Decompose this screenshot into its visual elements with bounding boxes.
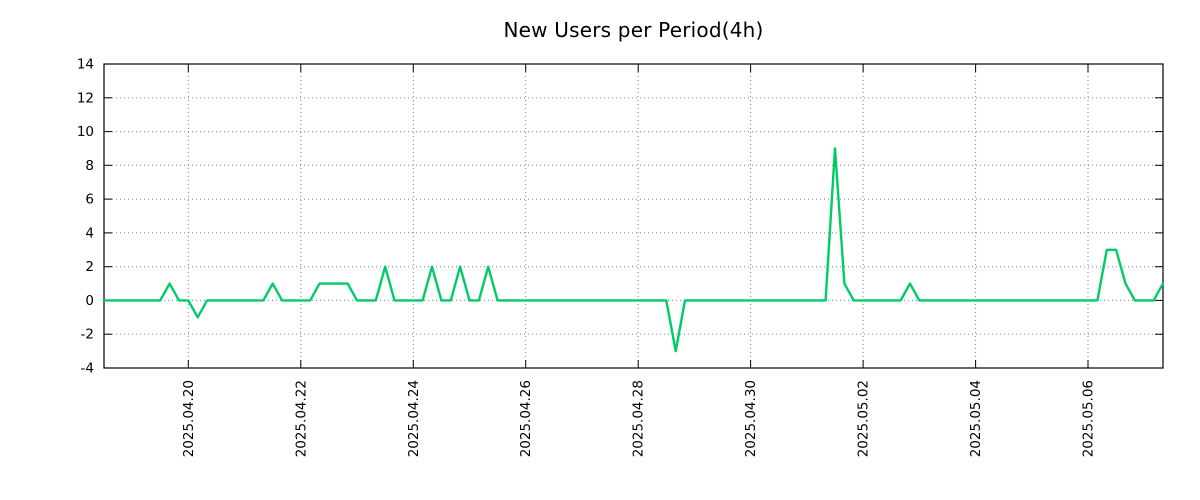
x-tick-label: 2025.04.28: [631, 380, 647, 457]
x-tick-label: 2025.04.20: [181, 380, 197, 457]
x-tick-label: 2025.05.06: [1081, 380, 1097, 457]
y-tick-label: 6: [85, 192, 94, 208]
y-tick-label: 2: [85, 259, 94, 275]
y-tick-label: 4: [85, 225, 94, 241]
x-tick-label: 2025.04.24: [406, 380, 422, 457]
x-tick-label: 2025.05.02: [856, 380, 872, 457]
chart-title: New Users per Period(4h): [503, 18, 764, 42]
y-tick-label: -4: [81, 361, 94, 377]
x-tick-label: 2025.04.26: [518, 380, 534, 457]
x-tick-label: 2025.04.30: [743, 380, 759, 457]
x-tick-label: 2025.05.04: [968, 380, 984, 457]
y-tick-label: 12: [77, 90, 94, 106]
x-tick-label: 2025.04.22: [293, 380, 309, 457]
plot-border: [103, 63, 1164, 369]
y-tick-label: -2: [81, 327, 94, 343]
y-tick-label: 8: [85, 158, 94, 174]
y-tick-label: 14: [77, 57, 94, 73]
y-tick-label: 0: [85, 293, 94, 309]
y-tick-label: 10: [77, 124, 94, 140]
series-line: [102, 147, 1165, 353]
